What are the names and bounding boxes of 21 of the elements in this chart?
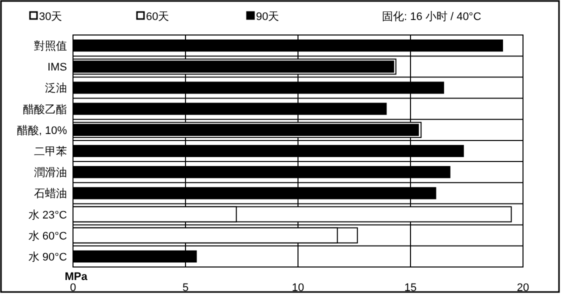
y-tick-label: 醋酸乙酯 [23,104,67,116]
y-tick-label: 對照值 [34,40,67,53]
text: 固化: 16 小时 / 40°C [382,10,482,23]
legend-label: 30天 [39,11,62,23]
y-tick-label: IMS [47,62,67,74]
x-tick-label: 15 [404,282,417,294]
x-tick-label: 10 [292,282,304,294]
x-tick-label: 20 [516,282,530,294]
x-tick-label: 0 [70,282,76,294]
y-tick-label: 泛油 [45,82,67,95]
y-tick-label: 潤滑油 [34,166,67,180]
x-tick-label: 5 [182,282,189,294]
y-tick-label: 水 90°C [28,250,68,264]
y-tick-label: 石蜡油 [34,187,67,200]
y-tick-label: 水 60°C [28,229,68,242]
legend-label: 60天 [146,11,170,23]
legend-label: 90天 [256,11,280,23]
x-axis-title: MPa [64,271,88,283]
y-tick-label: 二甲苯 [34,145,67,158]
y-tick-label: 醋酸, 10% [16,124,68,137]
y-tick-label: 水 23°C [28,208,68,222]
